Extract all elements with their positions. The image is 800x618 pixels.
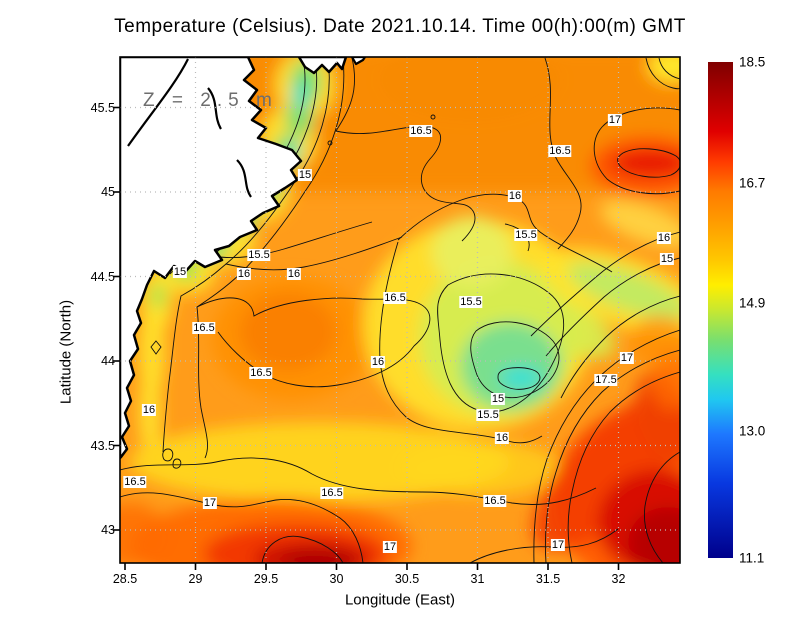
- coastline: [120, 57, 367, 460]
- plot-border: [119, 56, 681, 564]
- y-tick-label: 44.5: [90, 269, 115, 284]
- x-tick-label: 32: [611, 572, 626, 586]
- x-tick-label: 31.5: [535, 572, 561, 586]
- x-tick-label: 28.5: [112, 572, 138, 586]
- liman-lines: [127, 58, 252, 198]
- y-axis-title: Latitude (North): [57, 299, 75, 405]
- colorbar-tick-label: 11.1: [739, 550, 765, 566]
- colorbar-tick-label: 18.5: [739, 54, 766, 70]
- depth-annotation: Z = 2.5 m: [143, 90, 278, 111]
- x-axis-title: Longitude (East): [344, 591, 456, 609]
- chart-title: Temperature (Celsius). Date 2021.10.14. …: [114, 16, 686, 37]
- y-tick-label: 45: [101, 185, 115, 199]
- y-tick-label: 45.5: [90, 100, 115, 115]
- colorbar-tick-label: 13.0: [739, 423, 766, 439]
- x-tick-label: 29: [188, 572, 203, 586]
- gridlines: [120, 57, 680, 563]
- colorbar: [708, 62, 733, 558]
- x-tick-label: 30.5: [394, 572, 420, 586]
- axis-ticks: [113, 106, 620, 570]
- x-tick-label: 29.5: [253, 572, 279, 586]
- colorbar-tick-label: 14.9: [739, 295, 766, 311]
- colorbar-tick-label: 16.7: [739, 175, 766, 191]
- y-tick-label: 43: [101, 523, 115, 537]
- y-tick-label: 44: [101, 354, 115, 368]
- x-tick-label: 30: [329, 572, 344, 586]
- y-tick-label: 43.5: [90, 438, 115, 453]
- x-tick-label: 31: [470, 572, 485, 586]
